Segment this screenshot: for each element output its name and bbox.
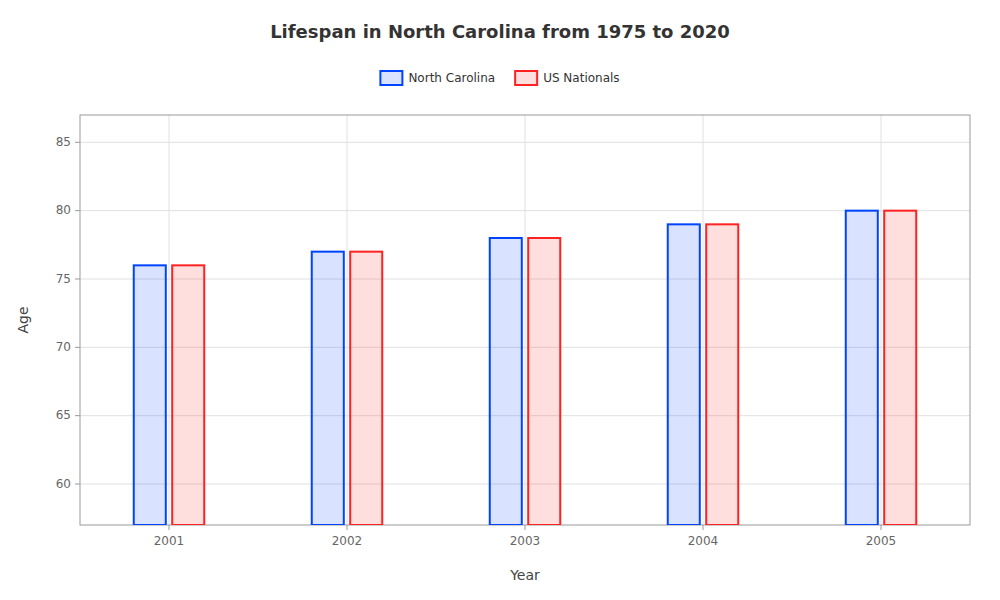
grid-line-x bbox=[347, 115, 348, 525]
grid bbox=[80, 115, 970, 525]
tick-label-y: 80 bbox=[56, 203, 71, 217]
bar bbox=[706, 224, 738, 525]
tick-x bbox=[347, 525, 348, 530]
tick-y bbox=[75, 279, 80, 280]
bar bbox=[312, 252, 344, 525]
legend: North Carolina US Nationals bbox=[380, 71, 619, 86]
tick-x bbox=[169, 525, 170, 530]
axes: 60 65 70 75 80 85 2001 2002 2003 2004 2005 bbox=[56, 135, 897, 548]
legend-swatch bbox=[380, 71, 402, 85]
grid-line-x bbox=[703, 115, 704, 525]
bar bbox=[172, 265, 204, 525]
tick-y bbox=[75, 484, 80, 485]
bar bbox=[134, 265, 166, 525]
tick-y bbox=[75, 210, 80, 211]
grid-line-x bbox=[881, 115, 882, 525]
title: Lifespan in North Carolina from 1975 to … bbox=[270, 21, 730, 42]
bar bbox=[528, 238, 560, 525]
tick-x bbox=[525, 525, 526, 530]
tick-y bbox=[75, 347, 80, 348]
y-axis-label: Age bbox=[15, 306, 31, 333]
chart-container: 60 65 70 75 80 85 2001 2002 2003 2004 2005 Year Age L… bbox=[0, 0, 1000, 600]
background bbox=[0, 0, 1000, 600]
tick-y bbox=[75, 142, 80, 143]
tick-x bbox=[881, 525, 882, 530]
tick-label-x: 2004 bbox=[688, 534, 719, 548]
tick-label-y: 70 bbox=[56, 340, 71, 354]
chart: 60 65 70 75 80 85 2001 2002 2003 2004 2005 Year Age L… bbox=[0, 0, 1000, 600]
tick-label-y: 60 bbox=[56, 477, 71, 491]
x-axis-label: Year bbox=[509, 567, 540, 583]
bar bbox=[350, 252, 382, 525]
legend-swatch bbox=[515, 71, 537, 85]
bars bbox=[134, 211, 916, 525]
tick-label-y: 85 bbox=[56, 135, 71, 149]
tick-label-x: 2002 bbox=[332, 534, 363, 548]
bar bbox=[884, 211, 916, 525]
tick-label-x: 2005 bbox=[866, 534, 897, 548]
bar bbox=[846, 211, 878, 525]
tick-label-x: 2001 bbox=[154, 534, 185, 548]
tick-y bbox=[75, 415, 80, 416]
plot-frame bbox=[80, 115, 970, 525]
tick-label-y: 75 bbox=[56, 272, 71, 286]
tick-label-y: 65 bbox=[56, 408, 71, 422]
grid-line-x bbox=[525, 115, 526, 525]
bar bbox=[668, 224, 700, 525]
bar bbox=[490, 238, 522, 525]
grid-line-x bbox=[169, 115, 170, 525]
tick-x bbox=[703, 525, 704, 530]
tick-label-x: 2003 bbox=[510, 534, 541, 548]
legend-label: US Nationals bbox=[543, 71, 619, 85]
legend-label: North Carolina bbox=[408, 71, 495, 85]
